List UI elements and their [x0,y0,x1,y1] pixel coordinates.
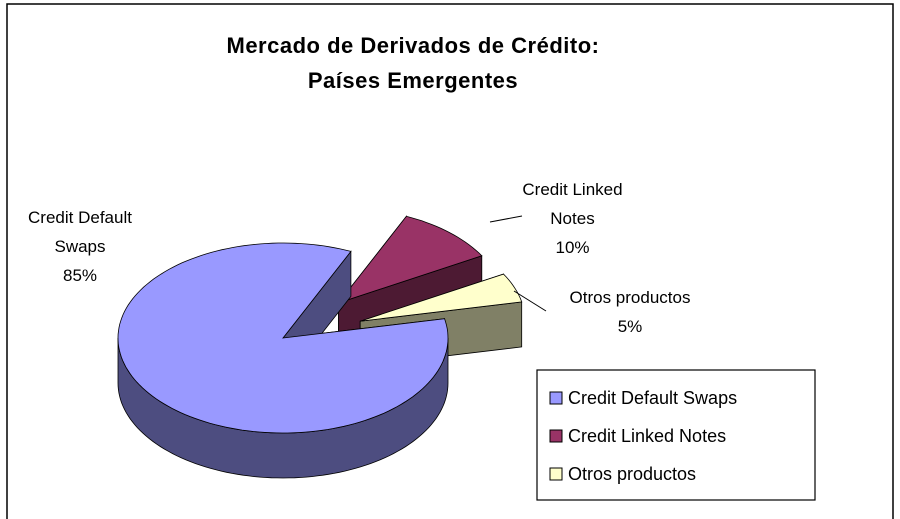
legend-swatch [549,429,563,443]
chart-title: Mercado de Derivados de Crédito: Países … [226,33,600,93]
data-label: Credit Linked Notes 10% [505,175,640,262]
legend-label: Credit Linked Notes [568,426,726,446]
leader-line [513,290,547,312]
data-label-name: Otros productos [569,288,691,307]
data-label-value: 5% [617,317,643,336]
legend-swatch [549,391,563,405]
legend-swatch [549,467,563,481]
leader-line [489,215,523,223]
pie [117,215,523,479]
data-label-value: 85% [62,266,98,285]
slice [337,215,483,304]
data-label-name: Credit Linked Notes [522,180,623,228]
data-label: Credit Default Swaps 85% [15,203,145,290]
legend-box [536,369,816,501]
slice [117,242,449,434]
legend-label: Otros productos [568,464,696,484]
data-label-value: 10% [555,238,590,257]
data-label: Otros productos 5% [535,283,725,341]
data-label-name: Credit Default Swaps [28,208,132,256]
slice [360,273,523,322]
legend: Credit Default Swaps Credit Linked Notes O… [549,388,737,484]
legend-label: Credit Default Swaps [568,388,737,408]
